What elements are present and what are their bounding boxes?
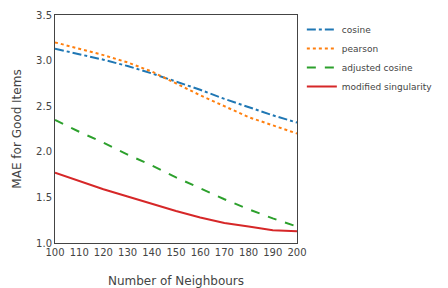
svg-text:170: 170 — [215, 247, 234, 258]
svg-text:130: 130 — [118, 247, 137, 258]
svg-text:pearson: pearson — [342, 44, 378, 54]
svg-text:3.5: 3.5 — [36, 10, 52, 21]
svg-text:cosine: cosine — [342, 25, 371, 35]
svg-text:2.0: 2.0 — [36, 146, 52, 157]
svg-text:190: 190 — [263, 247, 282, 258]
svg-text:modified singularity: modified singularity — [342, 82, 432, 92]
svg-text:1.0: 1.0 — [36, 238, 52, 249]
svg-text:150: 150 — [166, 247, 185, 258]
svg-text:Number of Neighbours: Number of Neighbours — [108, 274, 244, 288]
svg-text:200: 200 — [287, 247, 306, 258]
svg-text:120: 120 — [94, 247, 113, 258]
svg-text:100: 100 — [45, 247, 64, 258]
svg-text:adjusted cosine: adjusted cosine — [342, 63, 413, 73]
svg-text:2.5: 2.5 — [36, 101, 52, 112]
svg-text:180: 180 — [239, 247, 258, 258]
svg-text:3.0: 3.0 — [36, 55, 52, 66]
svg-text:140: 140 — [142, 247, 161, 258]
svg-text:160: 160 — [191, 247, 210, 258]
svg-text:1.5: 1.5 — [36, 192, 52, 203]
svg-text:MAE for Good Items: MAE for Good Items — [10, 69, 24, 188]
svg-text:110: 110 — [70, 247, 89, 258]
